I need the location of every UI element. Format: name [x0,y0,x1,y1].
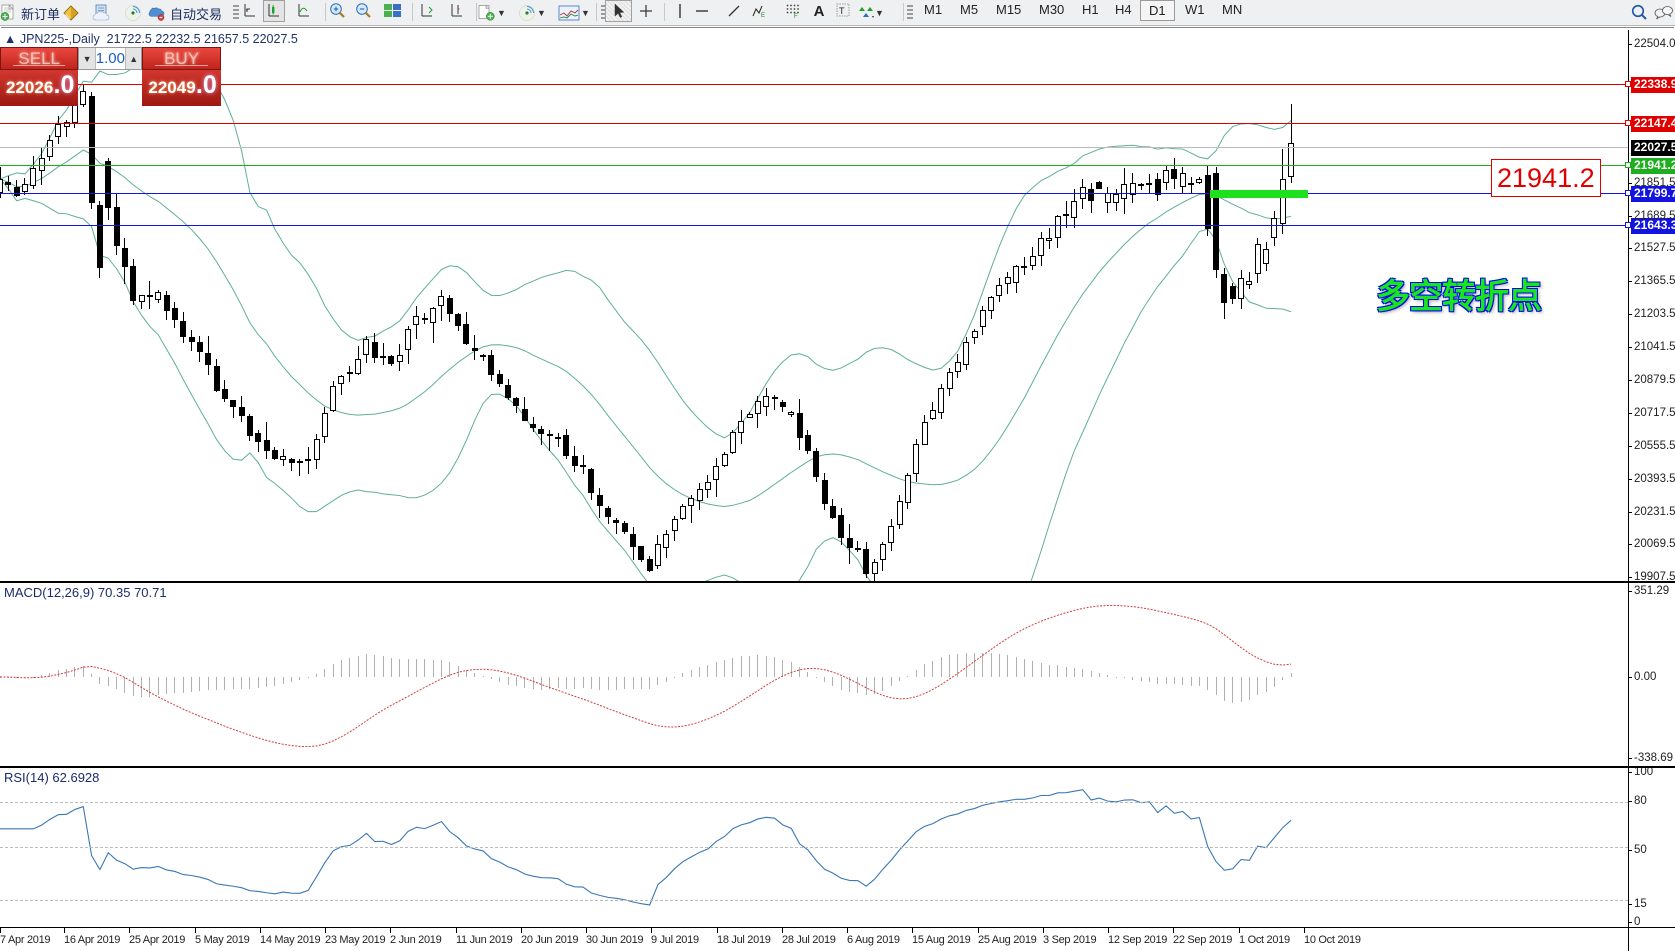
svg-text:E: E [761,13,765,19]
svg-text:T: T [839,6,845,16]
svg-text:F: F [794,14,798,19]
